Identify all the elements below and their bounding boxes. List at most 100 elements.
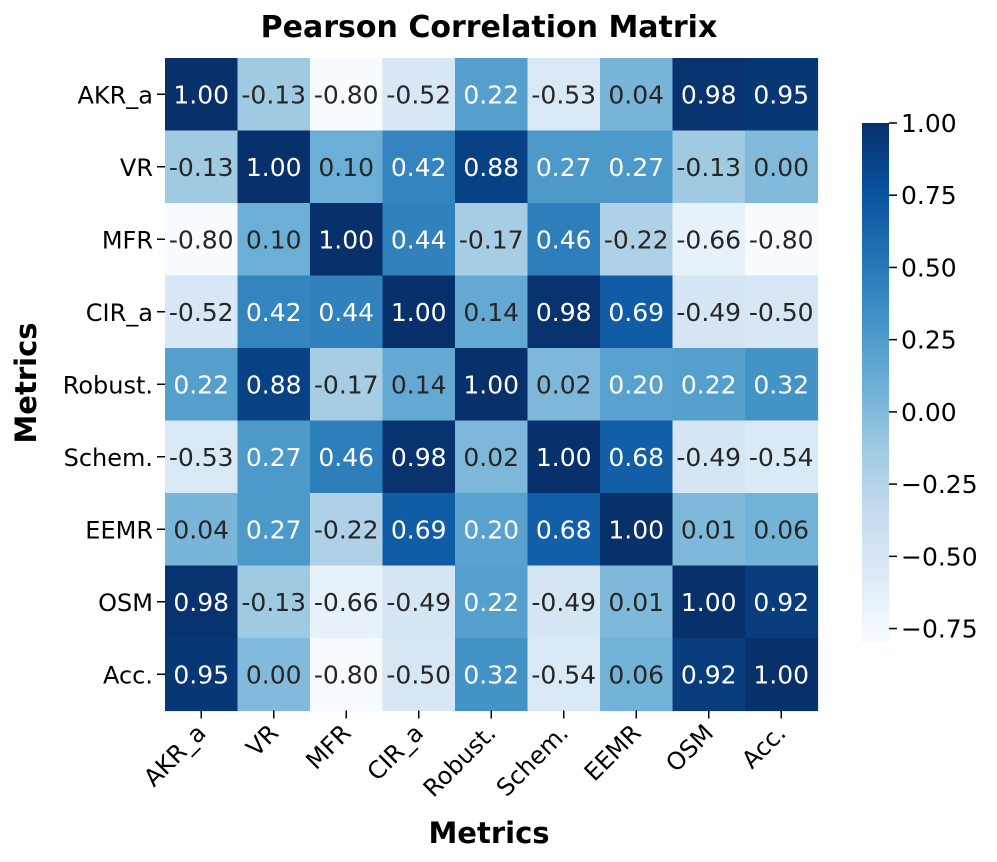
x-tick-label: OSM (660, 719, 719, 778)
heatmap-cell (672, 420, 746, 494)
heatmap-cell (165, 348, 239, 422)
heatmap-cell (455, 638, 529, 712)
heatmap-cell (165, 58, 239, 132)
heatmap-cell (745, 420, 819, 494)
cell-value-label: 0.98 (391, 443, 447, 472)
heatmap-cell (745, 58, 819, 132)
heatmap-cell (310, 203, 384, 277)
heatmap-cell (527, 420, 601, 494)
colorbar-tick-label: −0.50 (901, 542, 978, 571)
heatmap-cell (310, 565, 384, 639)
cell-value-label: 0.88 (246, 370, 302, 399)
heatmap-cell (745, 565, 819, 639)
heatmap-cell (310, 638, 384, 712)
x-tick-label: CIR_a (362, 719, 429, 786)
heatmap-cell (455, 493, 529, 567)
heatmap-cell (745, 493, 819, 567)
chart-title: Pearson Correlation Matrix (261, 10, 718, 45)
y-tick-label: Acc. (103, 661, 153, 689)
cell-value-label: -0.50 (749, 298, 814, 327)
heatmap-cell (600, 420, 674, 494)
x-tick-label: AKR_a (138, 719, 211, 792)
cell-value-label: 0.01 (681, 515, 737, 544)
y-tick-label: Robust. (63, 371, 153, 399)
cell-value-label: -0.50 (386, 660, 451, 689)
heatmap-cell (527, 638, 601, 712)
heatmap-cell (382, 203, 456, 277)
cell-value-label: 0.10 (318, 153, 374, 182)
cell-value-label: 0.20 (608, 370, 664, 399)
cell-value-label: 1.00 (463, 370, 519, 399)
heatmap-cell (600, 348, 674, 422)
heatmap-cell (600, 203, 674, 277)
cell-value-label: 0.68 (608, 443, 664, 472)
cell-value-label: -0.80 (169, 225, 234, 254)
cell-value-label: 0.00 (246, 660, 302, 689)
y-tick-label: OSM (98, 589, 153, 617)
heatmap-cell (745, 130, 819, 204)
cell-value-label: 0.27 (608, 153, 664, 182)
cell-value-label: -0.49 (676, 443, 741, 472)
cell-value-label: -0.17 (314, 370, 379, 399)
colorbar-tick-label: 0.00 (901, 398, 957, 427)
colorbar-tick-label: −0.25 (901, 470, 978, 499)
heatmap-cell (672, 130, 746, 204)
cell-value-label: 0.22 (463, 80, 519, 109)
heatmap-cell (382, 275, 456, 349)
cell-value-label: 0.95 (753, 80, 809, 109)
cell-value-label: 1.00 (391, 298, 447, 327)
cell-value-label: -0.80 (314, 80, 379, 109)
cell-value-label: 0.32 (753, 370, 809, 399)
cell-value-label: 0.00 (753, 153, 809, 182)
cell-value-label: 0.20 (463, 515, 519, 544)
cell-value-label: 0.69 (608, 298, 664, 327)
cell-value-label: 0.68 (536, 515, 592, 544)
cell-value-label: -0.52 (386, 80, 451, 109)
heatmap-cell (600, 565, 674, 639)
heatmap-cell (165, 565, 239, 639)
cell-value-label: 1.00 (246, 153, 302, 182)
cell-value-label: 0.02 (463, 443, 519, 472)
cell-value-label: -0.13 (241, 588, 306, 617)
cell-value-label: -0.53 (169, 443, 234, 472)
cell-value-label: 0.98 (173, 588, 229, 617)
cell-value-label: 0.42 (246, 298, 302, 327)
cell-value-label: -0.49 (531, 588, 596, 617)
heatmap-cell (600, 58, 674, 132)
heatmap-cell (237, 58, 311, 132)
cell-value-label: -0.80 (314, 660, 379, 689)
colorbar: 1.00 0.75 0.50 0.25 0.00 −0.25 −0.50 −0.75 (862, 109, 978, 644)
heatmap-cell (527, 58, 601, 132)
y-axis-title: Metrics (9, 322, 43, 443)
heatmap-cell (237, 203, 311, 277)
cell-value-label: 0.32 (463, 660, 519, 689)
heatmap-cell (165, 203, 239, 277)
heatmap-cell (237, 565, 311, 639)
heatmap-cell (672, 638, 746, 712)
heatmap-cell (382, 58, 456, 132)
y-tick-label: EEMR (85, 516, 153, 544)
cell-value-label: -0.13 (676, 153, 741, 182)
cell-value-label: 1.00 (173, 80, 229, 109)
y-tick-label: CIR_a (86, 299, 153, 327)
colorbar-gradient (862, 123, 889, 643)
cell-value-label: 0.04 (173, 515, 229, 544)
x-tick-label: Acc. (736, 719, 791, 774)
cell-value-label: -0.66 (314, 588, 379, 617)
heatmap-cell (237, 420, 311, 494)
heatmap-cell (745, 275, 819, 349)
cell-value-label: 0.27 (246, 443, 302, 472)
cell-value-label: -0.13 (169, 153, 234, 182)
heatmap-cell (455, 130, 529, 204)
colorbar-tick-label: −0.75 (901, 615, 978, 644)
heatmap-cell (600, 638, 674, 712)
heatmap-cell (527, 348, 601, 422)
cell-value-label: 0.22 (173, 370, 229, 399)
cell-value-label: -0.80 (749, 225, 814, 254)
heatmap-cell (455, 58, 529, 132)
heatmap-cell (527, 565, 601, 639)
cell-value-label: -0.54 (749, 443, 814, 472)
heatmap-cell (165, 130, 239, 204)
